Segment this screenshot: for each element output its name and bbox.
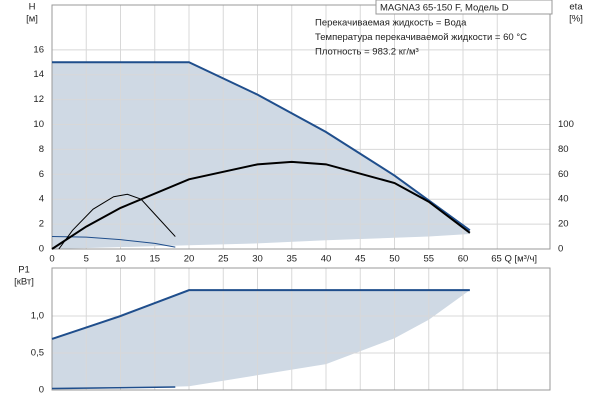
plot-frame	[51, 4, 551, 250]
y2-tick-label: 100	[558, 119, 574, 130]
y2-axis-label: [%]	[569, 14, 583, 25]
curve	[52, 61, 471, 232]
annotation: Температура перекачиваемой жидкости = 60…	[315, 32, 527, 43]
curve	[51, 289, 470, 340]
y2-tick-label: 0	[558, 244, 563, 255]
y-tick-label: 2	[39, 219, 44, 230]
x-tick-label: 60	[458, 254, 469, 265]
y-tick-label: 6	[39, 169, 44, 180]
x-tick-label: 25	[218, 254, 229, 265]
y-tick-label: 1,0	[31, 311, 44, 322]
y-axis-label: [кВт]	[14, 277, 34, 288]
y2-tick-label: 80	[558, 144, 569, 155]
x-tick-label: 30	[252, 254, 263, 265]
x-tick-label: 5	[84, 254, 89, 265]
y2-tick-label: 40	[558, 194, 569, 205]
y-tick-label: 14	[33, 69, 44, 80]
y2-axis-label: eta	[569, 2, 583, 13]
x-tick-label: 55	[423, 254, 434, 265]
x-tick-label: 50	[389, 254, 400, 265]
curve	[51, 386, 176, 390]
curve	[58, 193, 176, 250]
y-tick-label: 0	[39, 244, 44, 255]
curve	[51, 160, 471, 250]
plot-frame	[51, 267, 551, 391]
y-tick-label: 12	[33, 94, 44, 105]
x-tick-label: 20	[184, 254, 195, 265]
x-tick-label: 0	[49, 254, 54, 265]
y-tick-label: 8	[39, 144, 44, 155]
operating-area	[52, 290, 470, 390]
y-axis-label: H	[29, 2, 36, 13]
x-tick-label: 65 Q [м³/ч]	[491, 254, 537, 265]
x-tick-label: 35	[286, 254, 297, 265]
annotation: Плотность = 983.2 кг/м³	[315, 47, 419, 58]
operating-area	[52, 62, 470, 249]
chart-title: MAGNA3 65-150 F, Модель D	[380, 3, 509, 14]
y-tick-label: 4	[39, 194, 44, 205]
x-tick-label: 45	[355, 254, 366, 265]
annotation: Перекачиваемая жидкость = Вода	[315, 18, 467, 29]
y-tick-label: 0,5	[31, 348, 44, 359]
y-axis-label: P1	[18, 265, 30, 276]
y-axis-label: [м]	[26, 14, 38, 25]
y2-tick-label: 60	[558, 169, 569, 180]
curve	[51, 236, 176, 248]
x-tick-label: 40	[321, 254, 332, 265]
y2-tick-label: 20	[558, 219, 569, 230]
x-tick-label: 10	[115, 254, 126, 265]
y-tick-label: 0	[39, 385, 44, 396]
title-box	[375, 0, 553, 15]
y-tick-label: 16	[33, 44, 44, 55]
x-tick-label: 15	[149, 254, 160, 265]
y-tick-label: 10	[33, 119, 44, 130]
